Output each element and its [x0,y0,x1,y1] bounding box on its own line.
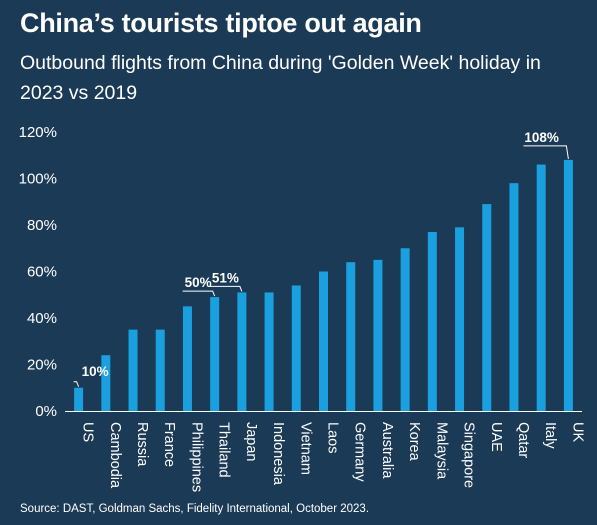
bar-malaysia [427,231,437,411]
x-tick-label: Laos [325,422,341,453]
x-tick-label: Philippines [188,422,204,492]
data-label: 50% [185,275,212,290]
bar-japan [237,292,247,411]
bar-uae [482,204,492,411]
bar-germany [346,262,356,411]
source-note: Source: DAST, Goldman Sachs, Fidelity In… [20,503,370,515]
bar-thailand [210,297,220,411]
y-tick-label: 60% [27,264,57,281]
bar-singapore [455,227,465,411]
y-axis: 0% 20% 40% 60% 80% 100% 120% [19,124,57,420]
y-tick-label: 100% [19,171,57,188]
x-axis: US Cambodia Russia France Philippines Thailan… [65,411,585,492]
x-tick-label: Cambodia [107,422,123,489]
x-tick-label: US [80,422,96,442]
bar-indonesia [264,292,274,411]
annotations: 10% 50% 51% 108% [73,130,569,387]
x-tick-label: UK [569,422,585,442]
annotation-leader-line [523,145,569,159]
y-tick-label: 80% [27,217,57,234]
bar-laos [319,271,328,411]
data-label: 10% [82,364,109,379]
x-tick-label: Japan [243,422,259,462]
bar-qatar [509,183,519,411]
x-tick-label: Russia [134,422,150,467]
bar-france [155,329,165,411]
x-tick-label: Germany [352,422,368,482]
bar-chart: 0% 20% 40% 60% 80% 100% 120% US Cambodia Russia F… [19,124,586,492]
data-label: 51% [212,270,239,285]
bar-korea [400,248,410,411]
y-tick-label: 20% [27,357,57,374]
bars [74,159,573,411]
bar-uk [563,159,573,411]
x-tick-label: Thailand [216,422,232,478]
x-tick-label: Qatar [515,422,531,458]
annotation-leader-line [73,381,80,387]
data-label: 108% [524,130,559,145]
x-tick-label: Korea [406,422,422,462]
annotation-leader-line [182,290,216,297]
x-tick-label: Australia [379,422,395,479]
bar-philippines [182,306,192,411]
chart-title: China’s tourists tiptoe out again [20,8,422,38]
x-tick-label: France [161,422,177,467]
bar-australia [373,259,383,411]
y-tick-label: 40% [27,310,57,327]
x-tick-label: Indonesia [270,422,286,486]
x-tick-label: Malaysia [433,422,449,480]
bar-cambodia [101,355,111,411]
x-tick-label: UAE [488,422,504,452]
bar-vietnam [291,285,301,411]
bar-us [74,387,84,411]
bar-russia [128,329,138,411]
annotation-leader-line [209,285,243,292]
y-tick-label: 0% [35,403,57,420]
chart-subtitle: Outbound flights from China during 'Gold… [20,52,541,104]
x-tick-label: Italy [542,422,558,449]
x-tick-label: Singapore [461,422,477,488]
y-tick-label: 120% [19,124,57,141]
x-tick-label: Vietnam [297,422,313,475]
bar-italy [536,164,546,411]
